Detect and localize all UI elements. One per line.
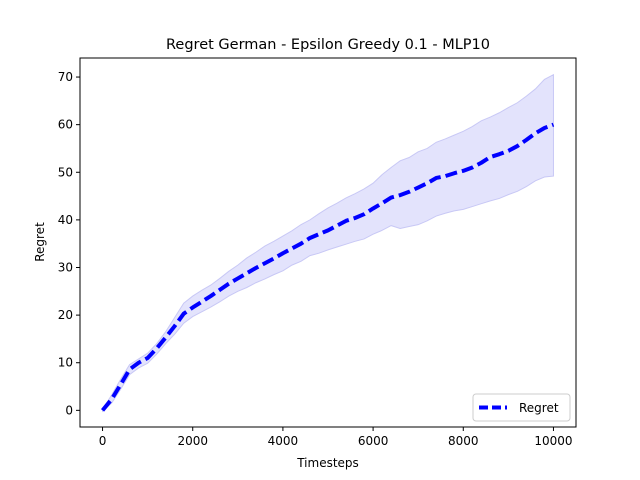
y-axis-ticks: 0 10 20 30 40 50 60 70	[58, 70, 80, 417]
y-tick-label: 70	[58, 70, 73, 84]
legend: Regret	[472, 393, 571, 422]
chart-title: Regret German - Epsilon Greedy 0.1 - MLP…	[166, 37, 490, 53]
confidence-band	[102, 73, 554, 413]
plot-area	[101, 73, 555, 413]
y-tick-label: 60	[58, 118, 73, 132]
x-axis-ticks: 0 2000 4000 6000 8000 10000	[99, 427, 573, 448]
y-tick-label: 20	[58, 308, 73, 322]
x-tick-label: 8000	[448, 434, 479, 448]
series-line-regret	[101, 122, 555, 412]
y-axis-label: Regret	[33, 222, 47, 262]
y-tick-label: 50	[58, 165, 73, 179]
x-tick-label: 4000	[268, 434, 299, 448]
y-tick-label: 0	[65, 403, 73, 417]
y-tick-label: 40	[58, 213, 73, 227]
plot-frame	[79, 57, 577, 428]
x-axis-label: Timesteps	[296, 456, 359, 470]
x-tick-label: 10000	[534, 434, 572, 448]
legend-label-regret: Regret	[519, 401, 559, 415]
x-tick-label: 2000	[177, 434, 208, 448]
y-tick-label: 10	[58, 356, 73, 370]
x-tick-label: 0	[99, 434, 107, 448]
x-tick-label: 6000	[358, 434, 389, 448]
legend-box	[472, 393, 571, 422]
y-tick-label: 30	[58, 260, 73, 274]
